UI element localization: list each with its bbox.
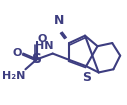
Text: H₂N: H₂N <box>2 71 25 81</box>
Text: S: S <box>82 71 91 84</box>
Text: N: N <box>54 14 64 27</box>
Text: O: O <box>37 34 47 44</box>
Text: HN: HN <box>35 41 53 51</box>
Text: S: S <box>32 52 42 66</box>
Text: O: O <box>12 48 21 58</box>
